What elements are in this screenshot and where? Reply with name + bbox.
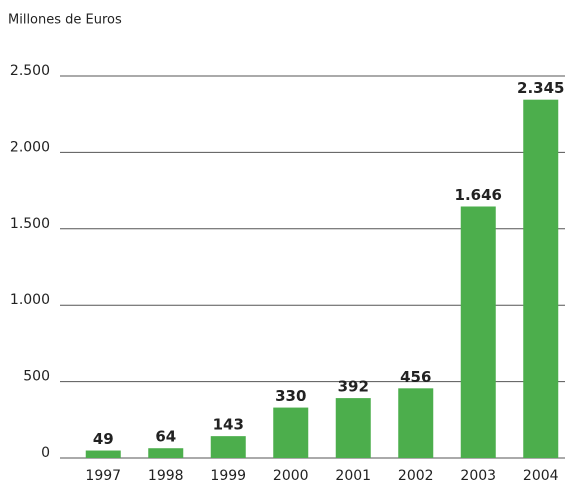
x-tick-label: 2003 [460,468,496,484]
value-label: 2.345 [517,79,564,97]
x-tick-label: 2000 [273,468,309,484]
y-tick-label: 0 [41,445,50,461]
bar [148,448,184,458]
bar [85,450,121,458]
x-tick-label: 1997 [85,468,121,484]
value-label: 64 [155,428,176,446]
bar [398,388,434,458]
value-label: 330 [275,387,306,405]
value-label: 49 [93,430,114,448]
y-tick-label: 2.000 [10,139,50,155]
bar [335,398,371,458]
y-tick-label: 500 [23,369,50,385]
value-label: 143 [213,416,244,434]
x-tick-label: 2001 [335,468,371,484]
bar [460,206,496,458]
y-tick-label: 1.000 [10,292,50,308]
y-tick-label: 2.500 [10,63,50,79]
x-tick-label: 1999 [210,468,246,484]
x-tick-label: 1998 [148,468,184,484]
y-tick-label: 1.500 [10,216,50,232]
value-label: 392 [338,378,369,396]
x-tick-label: 2002 [398,468,434,484]
bar [210,436,246,458]
bar [273,407,309,458]
value-label: 456 [400,368,431,386]
x-tick-label: 2004 [523,468,559,484]
value-label: 1.646 [455,186,502,204]
chart-title: Millones de Euros [8,13,122,28]
bar [523,99,559,459]
